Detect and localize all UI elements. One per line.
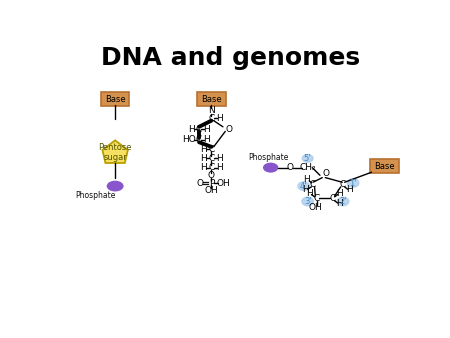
Text: Phosphate: Phosphate (248, 153, 288, 162)
Text: CH₂: CH₂ (299, 163, 316, 172)
Text: DNA and genomes: DNA and genomes (101, 46, 360, 70)
Text: H: H (303, 175, 310, 185)
Ellipse shape (337, 197, 349, 206)
Text: Base: Base (201, 95, 222, 103)
Ellipse shape (263, 163, 279, 173)
Text: HO: HO (182, 136, 196, 144)
Text: Phosphate: Phosphate (75, 191, 115, 200)
Text: H: H (302, 186, 309, 194)
Text: OH: OH (216, 178, 230, 188)
Text: P: P (209, 178, 214, 188)
Text: 3': 3' (304, 197, 311, 206)
Text: 4': 4' (300, 182, 307, 191)
Text: H: H (216, 154, 222, 163)
Text: 1': 1' (349, 178, 357, 188)
Ellipse shape (298, 182, 310, 190)
Text: H: H (203, 125, 210, 134)
Text: H: H (200, 145, 207, 154)
Text: 5': 5' (304, 154, 311, 163)
Text: O: O (208, 171, 215, 180)
Text: C: C (310, 180, 316, 189)
Text: C: C (196, 136, 202, 144)
Text: 2': 2' (339, 197, 347, 206)
Text: Base: Base (105, 95, 126, 103)
Text: H: H (306, 189, 313, 198)
Text: H: H (216, 163, 222, 172)
Text: N: N (208, 106, 215, 115)
Text: H: H (203, 136, 210, 144)
Ellipse shape (107, 181, 124, 192)
Text: C: C (196, 125, 202, 134)
Text: Pentose
sugar: Pentose sugar (99, 143, 132, 162)
Text: C: C (314, 194, 320, 203)
Text: C: C (208, 114, 215, 123)
Text: C: C (329, 194, 335, 203)
Text: H: H (337, 199, 343, 208)
Text: H: H (200, 154, 207, 163)
Text: C: C (208, 145, 215, 154)
FancyBboxPatch shape (101, 92, 129, 106)
Text: H: H (337, 189, 343, 198)
Text: H: H (200, 163, 207, 172)
Text: Base: Base (374, 162, 395, 171)
Text: C: C (208, 163, 215, 172)
Text: OH: OH (204, 186, 218, 195)
Text: O: O (225, 125, 233, 134)
Text: O: O (196, 178, 203, 188)
Ellipse shape (302, 197, 313, 206)
FancyBboxPatch shape (370, 159, 399, 173)
Text: O: O (323, 169, 329, 178)
Text: H: H (346, 186, 353, 194)
Polygon shape (103, 140, 128, 163)
Text: C: C (339, 180, 346, 189)
Ellipse shape (347, 179, 359, 187)
Text: O: O (286, 163, 293, 172)
Ellipse shape (302, 154, 313, 162)
Text: H: H (216, 114, 222, 123)
Text: H: H (188, 125, 195, 134)
FancyBboxPatch shape (197, 92, 225, 106)
Text: C: C (208, 154, 215, 163)
Text: OH: OH (308, 203, 322, 212)
